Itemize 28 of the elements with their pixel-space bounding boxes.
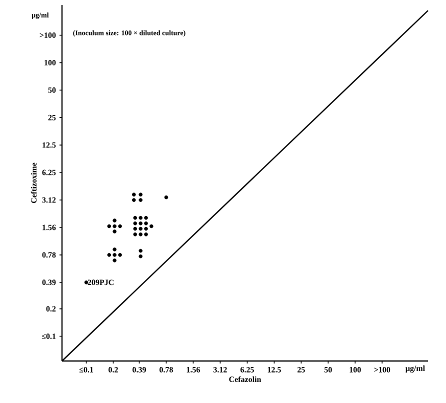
y-tick-label: 1.56 (42, 224, 56, 230)
x-tick-label: >100 (374, 367, 390, 372)
x-tick-label: 3.12 (213, 367, 227, 372)
y-tick-label: 50 (48, 87, 56, 93)
y-tick-label: ≤0.1 (42, 334, 56, 339)
y-tick-label: 25 (48, 114, 56, 120)
x-tick-label: 0.2 (108, 367, 118, 372)
text: μg/ml (406, 365, 425, 373)
x-tick-label: ≤0.1 (79, 367, 94, 372)
x-tick-label: 1.56 (186, 367, 200, 372)
y-tick-label: 12.5 (42, 142, 56, 148)
y-axis-title: Ceftizoxime (30, 162, 37, 204)
x-tick-label: 12.5 (268, 367, 281, 372)
annotation: 209PJC (88, 280, 114, 286)
x-tick-label: 6.25 (240, 367, 254, 372)
y-tick-label: 0.39 (42, 280, 56, 286)
x-tick-label: 25 (298, 367, 305, 372)
x-tick-label: 50 (324, 367, 332, 372)
y-tick-label: 100 (44, 60, 56, 66)
y-tick-label: 0.78 (42, 252, 56, 258)
x-tick-label: 0.78 (160, 367, 173, 372)
x-tick-label: 0.39 (132, 367, 146, 372)
y-tick-label: 3.12 (42, 197, 56, 203)
y-tick-label: >100 (40, 32, 56, 38)
y-tick-label: 6.25 (42, 170, 56, 176)
x-tick-label: 100 (350, 367, 361, 372)
y-tick-label: 0.2 (46, 306, 56, 312)
x-axis-title: Cefazolin (229, 376, 262, 382)
